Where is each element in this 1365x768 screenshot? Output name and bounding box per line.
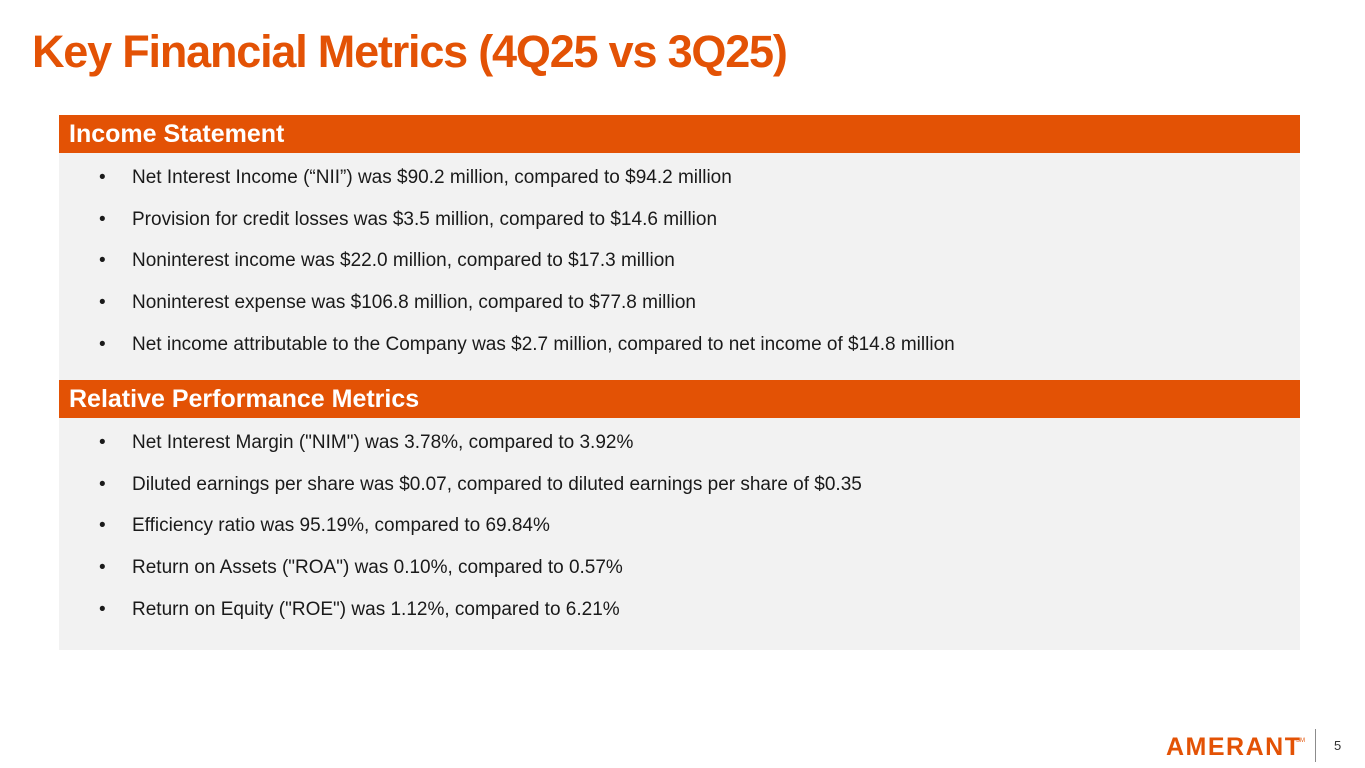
logo-trademark: SM [1296,738,1305,744]
income-statement-header: Income Statement [59,115,1300,153]
list-item: • Return on Assets ("ROA") was 0.10%, com… [59,555,862,597]
list-item-text: Noninterest income was $22.0 million, co… [132,250,675,272]
logo-wordmark: AMERANT [1166,733,1302,759]
income-statement-list: • Net Interest Income (“NII”) was $90.2 m… [59,165,955,373]
list-item: • Noninterest expense was $106.8 million,… [59,290,955,332]
bullet-icon: • [99,333,106,355]
list-item-text: Efficiency ratio was 95.19%, compared to… [132,515,550,537]
list-item: • Efficiency ratio was 95.19%, compared t… [59,513,862,555]
amerant-logo: AMERANT SM [1166,733,1305,759]
bullet-icon: • [99,598,106,620]
bullet-icon: • [99,250,106,272]
bullet-icon: • [99,167,106,188]
list-item: • Provision for credit losses was $3.5 mi… [59,207,955,249]
list-item-text: Noninterest expense was $106.8 million, … [132,292,696,314]
bullet-icon: • [99,208,106,230]
bullet-icon: • [99,557,106,579]
page-number: 5 [1334,738,1342,753]
list-item-text: Provision for credit losses was $3.5 mil… [132,208,718,230]
slide-title: Key Financial Metrics (4Q25 vs 3Q25) [32,26,788,77]
list-item-text: Net Interest Income (“NII”) was $90.2 mi… [132,167,732,188]
relative-performance-header: Relative Performance Metrics [59,380,1300,418]
list-item-text: Net income attributable to the Company w… [132,333,955,355]
relative-performance-list: • Net Interest Margin ("NIM") was 3.78%, … [59,430,862,638]
list-item: • Diluted earnings per share was $0.07, c… [59,472,862,514]
bullet-icon: • [99,473,106,495]
list-item: • Net Interest Income (“NII”) was $90.2 m… [59,165,955,207]
list-item: • Noninterest income was $22.0 million, c… [59,248,955,290]
list-item: • Net income attributable to the Company … [59,332,955,374]
list-item: • Net Interest Margin ("NIM") was 3.78%, … [59,430,862,472]
list-item-text: Net Interest Margin ("NIM") was 3.78%, c… [132,432,634,453]
list-item: • Return on Equity ("ROE") was 1.12%, com… [59,597,862,639]
list-item-text: Return on Assets ("ROA") was 0.10%, comp… [132,557,623,579]
list-item-text: Return on Equity ("ROE") was 1.12%, comp… [132,598,620,620]
metrics-panel: Income Statement • Net Interest Income (“… [59,115,1300,650]
bullet-icon: • [99,432,106,453]
bullet-icon: • [99,515,106,537]
footer-divider [1315,729,1316,762]
list-item-text: Diluted earnings per share was $0.07, co… [132,473,862,495]
bullet-icon: • [99,292,106,314]
